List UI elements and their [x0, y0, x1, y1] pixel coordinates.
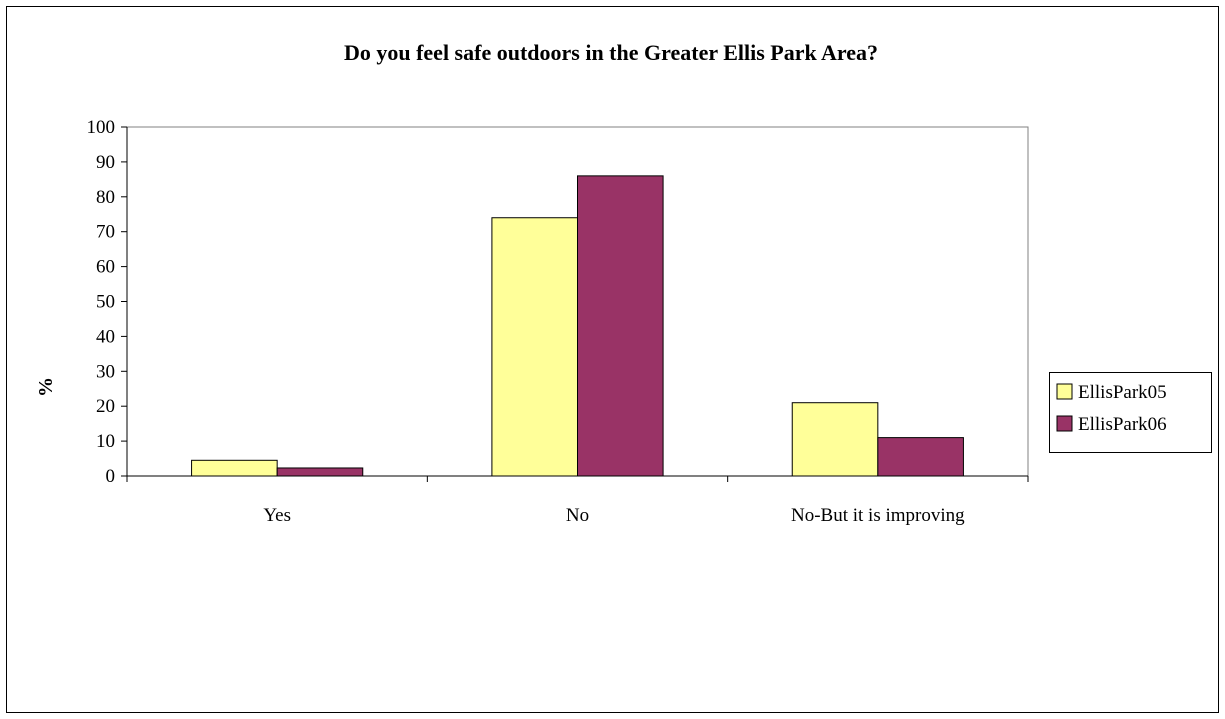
y-tick-label: 80	[96, 187, 115, 208]
y-tick-label: 0	[106, 466, 116, 487]
bar-ellispark06-no-but-it-is-improving	[877, 437, 964, 477]
legend: EllisPark05 EllisPark06	[1049, 372, 1212, 453]
chart-title: Do you feel safe outdoors in the Greater…	[344, 40, 878, 65]
y-tick-label: 40	[96, 326, 115, 347]
bar-ellispark06-no	[577, 175, 664, 477]
y-tick-label: 70	[96, 222, 115, 243]
bar-ellispark06-yes	[276, 467, 364, 477]
y-tick-label: 10	[96, 431, 115, 452]
bars-layer	[191, 175, 964, 477]
legend-swatch-ellispark05	[1056, 383, 1073, 400]
x-category-label: Yes	[263, 505, 291, 526]
legend-label-ellispark05: EllisPark05	[1078, 382, 1167, 403]
x-category-label: No	[566, 505, 589, 526]
y-tick-label: 60	[96, 257, 115, 278]
y-axis-title: %	[35, 377, 57, 397]
legend-swatch-ellispark06	[1056, 415, 1073, 432]
legend-label-ellispark06: EllisPark06	[1078, 414, 1167, 435]
bar-ellispark05-no	[491, 217, 578, 477]
bar-ellispark05-yes	[191, 459, 278, 477]
legend-box	[1049, 372, 1212, 453]
axes-layer: 0 10 20 30 40 50 60 70 80 90 100 Yes No No-But it is …	[87, 117, 1029, 526]
bar-ellispark05-no-but-it-is-improving	[791, 402, 879, 477]
x-category-label: No-But it is improving	[791, 505, 965, 526]
y-tick-label: 30	[96, 361, 115, 382]
y-tick-label: 90	[96, 152, 115, 173]
y-tick-label: 20	[96, 396, 115, 417]
y-tick-label: 50	[96, 292, 115, 313]
y-tick-label: 100	[87, 117, 116, 138]
